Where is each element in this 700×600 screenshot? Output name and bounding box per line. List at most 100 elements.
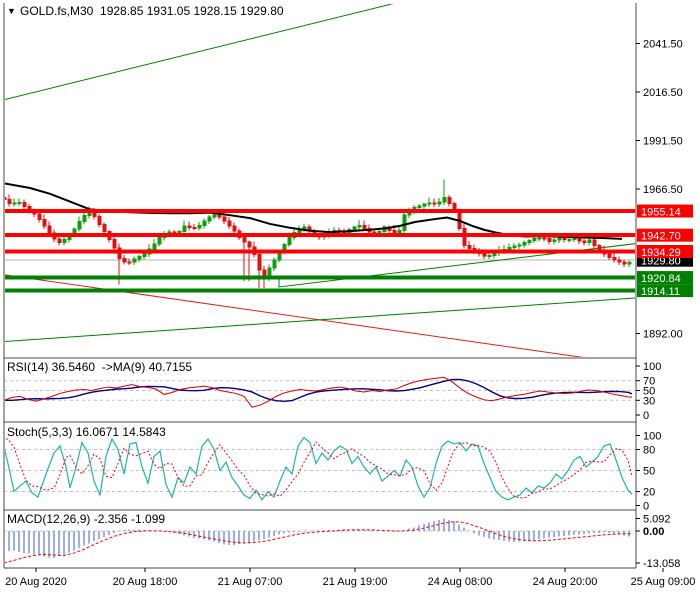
stoch-indicator-label: Stoch(5,3,3) 16.0671 14.5843: [7, 425, 166, 439]
indicator-axis-label: 70: [643, 376, 655, 388]
candle-body: [57, 238, 62, 244]
price-badge-label: 1955.14: [641, 207, 681, 219]
macd-panel: [5, 518, 635, 564]
stoch-panel: [5, 436, 635, 501]
candle-body: [442, 197, 447, 203]
candle-body: [182, 225, 187, 232]
chart-title-ohlc: 1928.85 1931.05 1928.15 1929.80: [100, 4, 284, 18]
candle-body: [152, 243, 157, 250]
candle-body: [402, 214, 407, 232]
candle-body: [567, 238, 572, 241]
price-badge-label: 1914.11: [641, 286, 680, 298]
candle-body: [357, 224, 362, 228]
indicator-axis-label: 100: [643, 431, 661, 443]
candle-body: [592, 239, 597, 246]
price-badge-label: 1920.84: [641, 273, 681, 285]
time-axis-label: 24 Aug 20:00: [533, 576, 598, 588]
rsi-line: [5, 376, 633, 408]
candle-body: [37, 213, 42, 221]
candle-body: [42, 219, 47, 227]
candle-body: [562, 237, 567, 241]
frame-layer: [3, 3, 637, 569]
y-axis-label: 2016.50: [643, 87, 683, 99]
y-axis-label: 1966.50: [643, 184, 683, 196]
time-axis-label: 20 Aug 18:00: [113, 576, 178, 588]
candle-body: [512, 245, 517, 249]
candle-body: [517, 244, 522, 247]
candle-body: [432, 202, 437, 205]
candle-body: [197, 224, 202, 229]
indicator-axis-label: 50: [643, 466, 655, 478]
price-badge-label: 1942.70: [641, 231, 681, 243]
candle-body: [537, 237, 542, 240]
candle-body: [17, 201, 22, 204]
candle-body: [287, 237, 292, 245]
macd-signal-line: [5, 521, 633, 564]
candle-body: [542, 237, 547, 240]
time-axis-label: 20 Aug 2020: [5, 576, 67, 588]
candle-body: [417, 205, 422, 209]
time-axis-label: 21 Aug 07:00: [218, 576, 283, 588]
candle-body: [487, 254, 492, 257]
price-badge: [637, 204, 693, 218]
price-badge: [637, 271, 693, 285]
indicator-axis-label: 0: [643, 410, 649, 422]
candle-body: [7, 199, 12, 205]
candle-body: [607, 253, 612, 258]
rsi-indicator-label: RSI(14) 36.5460 ->MA(9) 40.7155: [7, 360, 193, 374]
candle-body: [227, 220, 232, 227]
candle-body: [97, 216, 102, 225]
candle-body: [142, 253, 147, 257]
candle-body: [427, 202, 432, 205]
candle-body: [447, 197, 452, 204]
candle-body: [452, 202, 457, 211]
candle-body: [257, 254, 262, 271]
candle-body: [12, 202, 17, 205]
candle-body: [552, 239, 557, 243]
candle-body: [192, 227, 197, 230]
time-axis-label: 25 Aug 09:00: [631, 576, 696, 588]
candle-body: [532, 237, 537, 241]
price-badge-label: 1934.29: [641, 247, 681, 259]
candle-body: [47, 225, 52, 234]
candle-body: [617, 259, 622, 263]
trendline-upper-green-uptrend: [5, 4, 394, 100]
candle-body: [5, 197, 7, 201]
candle-body: [102, 223, 107, 233]
candle-body: [272, 259, 277, 269]
y-axis-label: 1892.00: [643, 329, 683, 341]
indicator-axis-label: 0.00: [643, 526, 664, 538]
time-axis-label: 21 Aug 19:00: [323, 576, 388, 588]
candle-body: [612, 256, 617, 261]
candle-body: [22, 201, 27, 208]
stoch-d-line: [5, 438, 633, 499]
rsi-panel: [5, 376, 635, 408]
trendlines-layer: [5, 4, 635, 357]
candle-body: [392, 229, 397, 234]
price-badge: [637, 244, 693, 258]
candle-body: [247, 241, 252, 248]
candle-body: [132, 258, 137, 263]
candle-body: [622, 261, 627, 265]
time-axis-label: 24 Aug 08:00: [428, 576, 493, 588]
candle-body: [527, 239, 532, 243]
candle-body: [82, 214, 87, 222]
trendline-red-downtrend: [5, 274, 584, 357]
candle-body: [212, 214, 217, 218]
candle-body: [127, 261, 132, 264]
y-axis-label: 2041.50: [643, 39, 683, 51]
candle-body: [62, 239, 67, 244]
chart-title-symbol: GOLD.fs,M30: [20, 4, 94, 18]
price-badge: [637, 284, 693, 298]
indicator-axis-label: 50: [643, 386, 655, 398]
candle-body: [467, 245, 472, 250]
candle-body: [587, 239, 592, 243]
chevron-down-icon[interactable]: ▼: [7, 6, 16, 16]
candle-body: [507, 247, 512, 250]
candle-body: [482, 253, 487, 257]
main-chart-panel: [5, 4, 635, 357]
trendline-lower-green-uptrend: [5, 297, 635, 343]
